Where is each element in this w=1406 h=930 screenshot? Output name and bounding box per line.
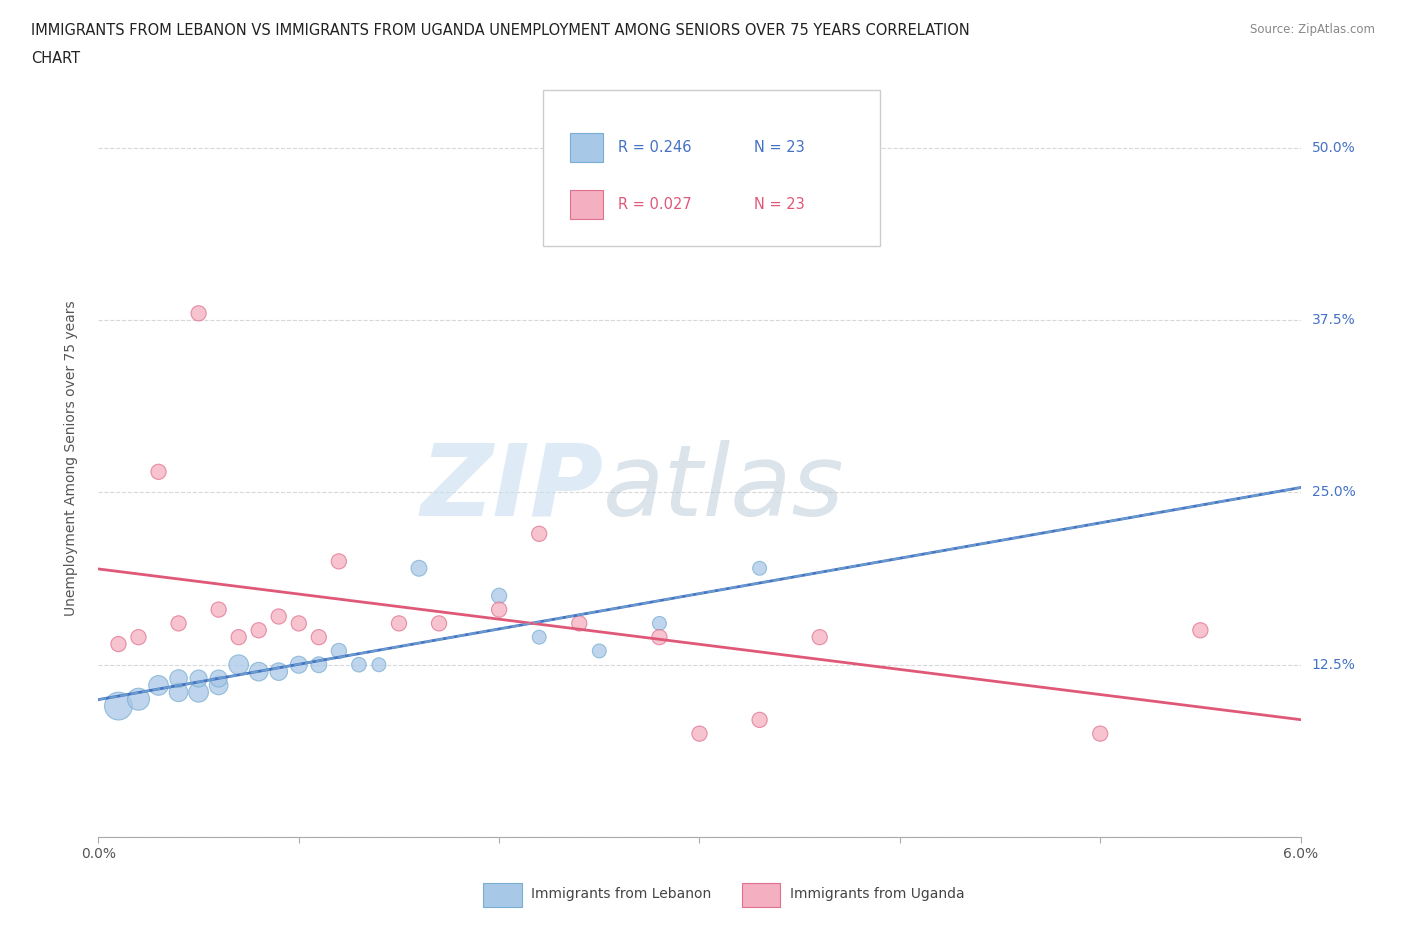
Point (308, 658, 330, 672)
Point (167, 684, 190, 699)
Text: Immigrants from Uganda: Immigrants from Uganda (790, 887, 965, 901)
Text: R = 0.246: R = 0.246 (617, 140, 692, 154)
Point (328, 644, 350, 658)
Point (1189, 623, 1212, 638)
Text: N = 23: N = 23 (754, 140, 804, 154)
Point (167, 616, 190, 631)
Point (107, 637, 129, 652)
Bar (569, 133, 603, 162)
Point (208, 603, 231, 618)
Text: 12.5%: 12.5% (1312, 658, 1355, 671)
Point (247, 623, 270, 638)
Point (748, 712, 770, 727)
Y-axis label: Unemployment Among Seniors over 75 years: Unemployment Among Seniors over 75 years (63, 300, 77, 616)
Point (187, 671, 209, 686)
Text: Source: ZipAtlas.com: Source: ZipAtlas.com (1250, 23, 1375, 36)
Text: 50.0%: 50.0% (1312, 141, 1355, 155)
Text: atlas: atlas (603, 440, 845, 537)
Point (688, 726, 710, 741)
Point (529, 630, 551, 644)
Point (388, 616, 411, 631)
Bar (741, 884, 780, 908)
Point (167, 671, 190, 686)
Point (648, 616, 671, 631)
FancyBboxPatch shape (543, 90, 880, 246)
Point (128, 692, 150, 707)
Text: Immigrants from Lebanon: Immigrants from Lebanon (531, 887, 711, 901)
Bar (484, 884, 522, 908)
Point (267, 664, 290, 679)
Text: ZIP: ZIP (420, 440, 603, 537)
Point (228, 658, 250, 672)
Text: 37.5%: 37.5% (1312, 313, 1355, 327)
Point (808, 630, 831, 644)
Text: IMMIGRANTS FROM LEBANON VS IMMIGRANTS FROM UGANDA UNEMPLOYMENT AMONG SENIORS OVE: IMMIGRANTS FROM LEBANON VS IMMIGRANTS FR… (31, 23, 970, 38)
Point (568, 616, 591, 631)
Text: CHART: CHART (31, 51, 80, 66)
Point (208, 678, 231, 693)
Point (148, 464, 170, 479)
Point (308, 630, 330, 644)
Point (488, 589, 510, 604)
Point (1090, 726, 1112, 741)
Text: 25.0%: 25.0% (1312, 485, 1355, 499)
Point (128, 630, 150, 644)
Point (748, 561, 770, 576)
Point (187, 306, 209, 321)
Point (648, 630, 671, 644)
Point (288, 616, 311, 631)
Text: R = 0.027: R = 0.027 (617, 196, 692, 212)
Bar (569, 190, 603, 219)
Point (488, 603, 510, 618)
Point (328, 554, 350, 569)
Point (247, 664, 270, 679)
Point (187, 684, 209, 699)
Point (588, 644, 610, 658)
Point (148, 678, 170, 693)
Point (228, 630, 250, 644)
Point (368, 658, 391, 672)
Point (408, 561, 430, 576)
Point (347, 658, 370, 672)
Point (529, 526, 551, 541)
Point (288, 658, 311, 672)
Point (427, 616, 450, 631)
Text: N = 23: N = 23 (754, 196, 804, 212)
Point (107, 698, 129, 713)
Point (267, 609, 290, 624)
Point (208, 671, 231, 686)
